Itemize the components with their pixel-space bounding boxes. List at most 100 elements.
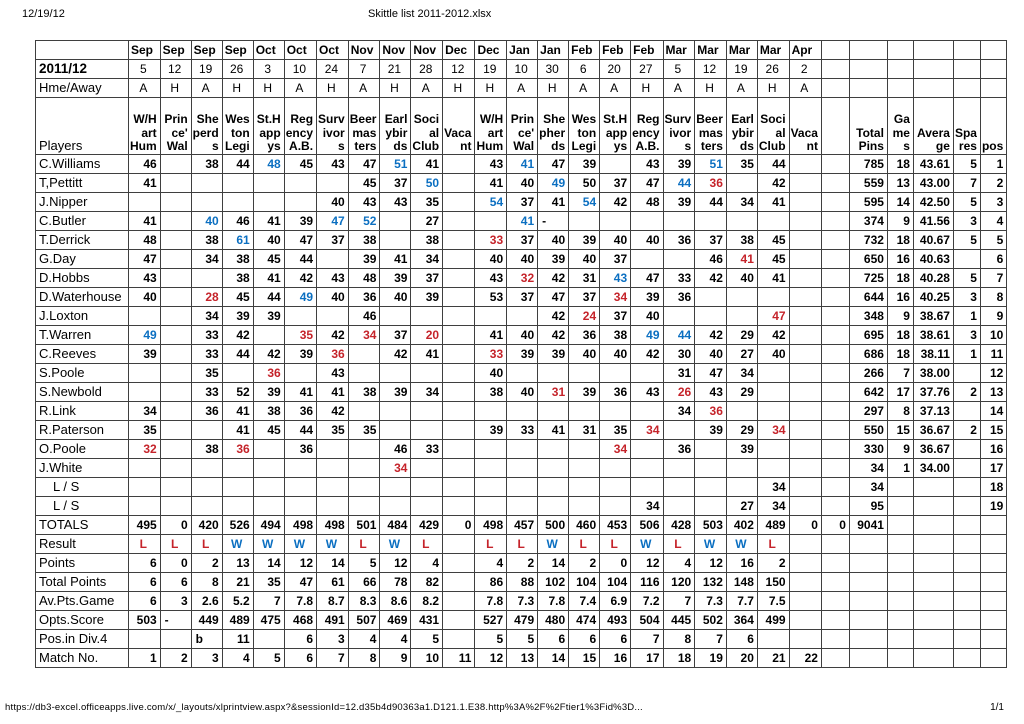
summary-row-label: Points (35, 553, 129, 573)
score-cell: 38 (190, 154, 223, 174)
summary-cell: 14 (537, 553, 570, 573)
score-cell (662, 458, 696, 478)
summary-cell: 2 (190, 553, 223, 573)
score-cell: 39 (379, 268, 412, 288)
spares-cell (952, 477, 981, 497)
summary-row-label: Opts.Score (35, 610, 129, 630)
score-cell (442, 496, 476, 516)
summary-tail-cell (820, 534, 850, 554)
date-cell: 2 (788, 59, 822, 79)
player-row: T,Pettitt 41 45 37 50 41 40 49 50 37 47 44 36 42 559 13… (35, 173, 1008, 193)
average-cell: 40.63 (912, 249, 954, 269)
score-cell (410, 306, 444, 326)
score-cell: 41 (756, 192, 790, 212)
score-cell: 39 (630, 287, 664, 307)
summary-cell: 5 (347, 553, 381, 573)
score-cell: 37 (506, 230, 539, 250)
home-away-cell: A (410, 78, 444, 98)
score-cell (347, 477, 381, 497)
blank-cell (820, 230, 850, 250)
summary-cell: 469 (379, 610, 412, 630)
score-cell: 46 (694, 249, 727, 269)
score-cell (788, 211, 822, 231)
blank-cell (820, 382, 850, 402)
home-away-cell: A (128, 78, 161, 98)
games-header: Ga me s (886, 97, 914, 155)
score-cell: 44 (221, 344, 254, 364)
score-cell: 51 (379, 154, 412, 174)
player-name: C.Butler (35, 211, 129, 231)
score-cell: 40 (379, 287, 412, 307)
score-cell: 39 (221, 306, 254, 326)
average-cell: 36.67 (912, 439, 954, 459)
score-cell (568, 477, 601, 497)
score-cell (252, 439, 285, 459)
score-cell: 40 (190, 211, 223, 231)
score-cell (379, 420, 412, 440)
summary-row-label: Av.Pts.Game (35, 591, 129, 611)
score-cell: 49 (283, 287, 318, 307)
score-cell: 40 (316, 287, 349, 307)
score-cell: 42 (537, 268, 570, 288)
score-cell (506, 401, 539, 421)
summary-cell: 88 (506, 572, 539, 592)
player-row: J.Loxton 34 39 39 46 42 24 37 40 47 348 9 38.67 1 9 (35, 306, 1008, 326)
summary-cell: 14 (252, 553, 285, 573)
score-cell (568, 458, 601, 478)
games-cell (886, 477, 914, 497)
score-cell: 40 (506, 325, 539, 345)
blank-cell (886, 59, 914, 79)
summary-cell: 120 (662, 572, 696, 592)
venue-cell: Wes ton Legi (221, 97, 254, 155)
average-cell: 42.50 (912, 192, 954, 212)
score-cell: 36 (347, 287, 381, 307)
summary-tail-cell (952, 534, 981, 554)
summary-cell: 11 (221, 629, 254, 649)
score-cell: 37 (379, 173, 412, 193)
blank-cell (952, 59, 981, 79)
month-cell: Oct (252, 40, 285, 60)
score-cell (316, 458, 349, 478)
score-cell (442, 211, 476, 231)
month-cell: Mar (756, 40, 790, 60)
score-cell (506, 439, 539, 459)
score-cell (725, 477, 758, 497)
total-pins-cell: 642 (848, 382, 888, 402)
date-cell: 6 (568, 59, 601, 79)
player-name: S.Poole (35, 363, 129, 383)
score-cell: 39 (537, 249, 570, 269)
score-cell: 40 (506, 173, 539, 193)
score-cell: 43 (316, 154, 349, 174)
home-away-cell: H (252, 78, 285, 98)
summary-cell: 11 (442, 648, 476, 668)
score-cell (599, 477, 632, 497)
summary-cell: 484 (379, 515, 412, 535)
score-cell (725, 458, 758, 478)
month-cell: Nov (410, 40, 444, 60)
summary-cell: W (283, 534, 318, 554)
pos-cell: 15 (979, 420, 1008, 440)
summary-cell: 503 (128, 610, 161, 630)
score-cell (410, 496, 444, 516)
average-cell: 43.00 (912, 173, 954, 193)
score-cell (442, 382, 476, 402)
pos-cell: 14 (979, 401, 1008, 421)
average-cell: 34.00 (912, 458, 954, 478)
score-cell (159, 477, 192, 497)
spares-cell (952, 249, 981, 269)
score-cell (599, 401, 632, 421)
score-cell (537, 458, 570, 478)
summary-cell: 14 (537, 648, 570, 668)
month-cell: Sep (159, 40, 192, 60)
date-cell: 5 (662, 59, 696, 79)
summary-cell: 6 (159, 572, 192, 592)
score-cell (283, 496, 318, 516)
score-cell: 37 (599, 306, 632, 326)
blank-cell (820, 325, 850, 345)
score-cell (283, 458, 318, 478)
games-cell: 18 (886, 154, 914, 174)
player-row: L / S 34 34 18 (35, 477, 1008, 497)
summary-cell: W (630, 534, 664, 554)
score-cell: 40 (474, 249, 508, 269)
summary-cell: 12 (694, 553, 727, 573)
